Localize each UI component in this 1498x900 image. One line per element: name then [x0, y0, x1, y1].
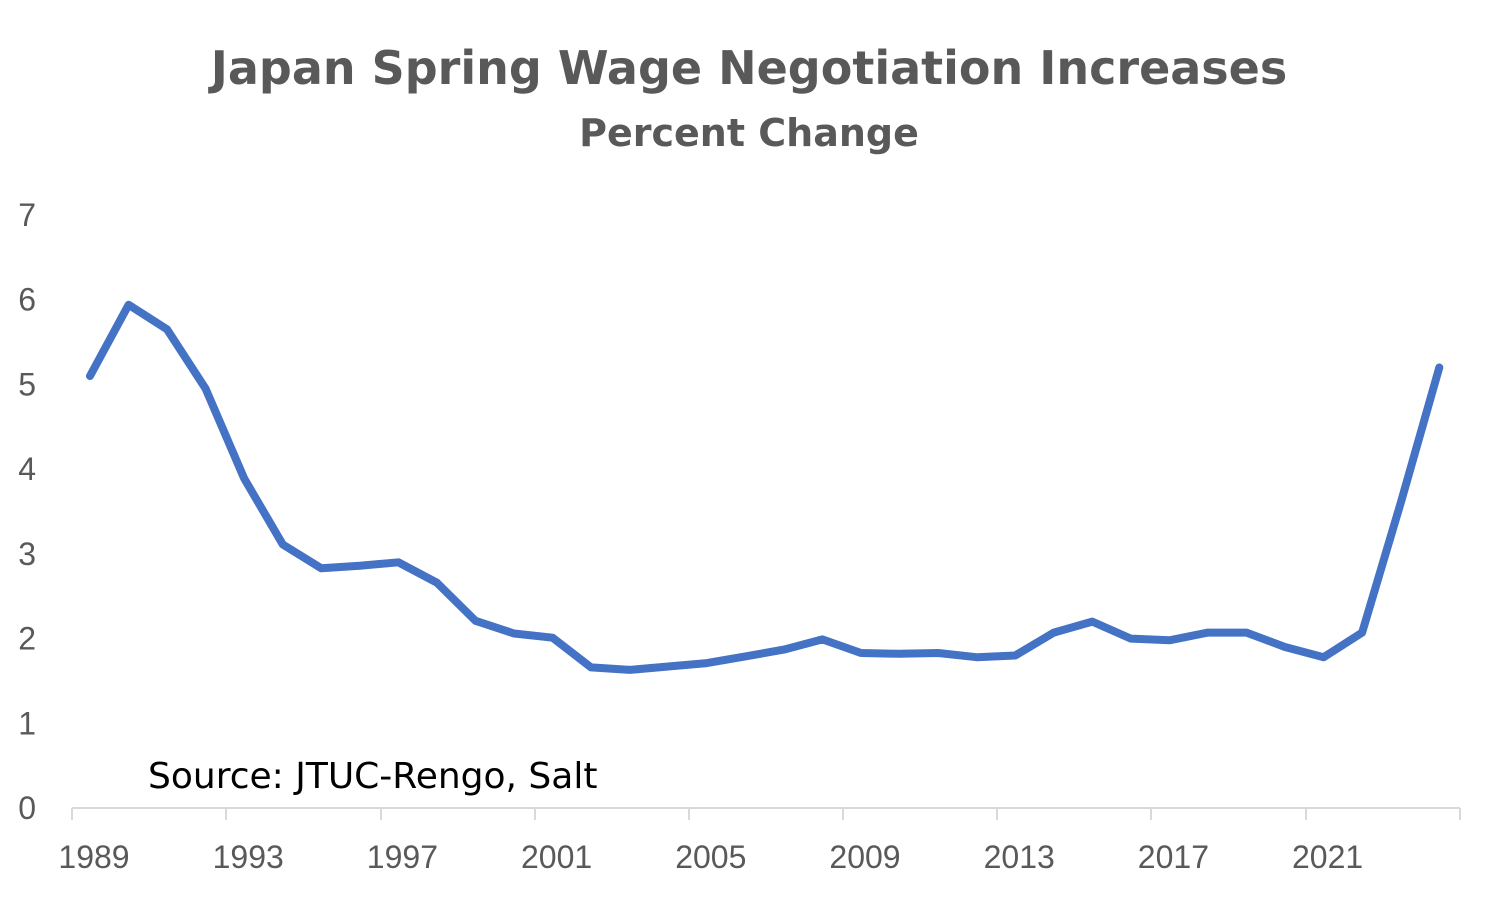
series-layer: [86, 300, 1444, 674]
x-tick-label: 2017: [1138, 839, 1209, 875]
y-tick-label: 0: [18, 790, 36, 826]
y-tick-label: 6: [18, 282, 36, 318]
x-tick-label: 2001: [521, 839, 592, 875]
y-tick-label: 2: [18, 621, 36, 657]
x-tick-label: 2013: [984, 839, 1055, 875]
source-note: Source: JTUC-Rengo, Salt: [148, 756, 597, 797]
y-tick-label: 5: [18, 366, 36, 402]
x-tick-label: 1997: [367, 839, 438, 875]
chart-subtitle: Percent Change: [579, 111, 919, 155]
series-line-0: [86, 300, 1444, 674]
y-tick-label: 3: [18, 536, 36, 572]
x-tick-label: 1993: [213, 839, 284, 875]
x-axis: 1989 1993 1997 2001 2005 2009 2013 2017 2021: [58, 807, 1461, 875]
x-tick-label: 2005: [675, 839, 746, 875]
y-tick-label: 1: [18, 705, 36, 741]
x-tick-label: 1989: [58, 839, 129, 875]
y-tick-label: 7: [18, 197, 36, 233]
y-tick-label: 4: [18, 451, 36, 487]
y-axis-ticks: 0 1 2 3 4 5 6 7: [18, 197, 36, 826]
chart-title: Japan Spring Wage Negotiation Increases: [208, 41, 1288, 95]
x-tick-label: 2021: [1292, 839, 1363, 875]
x-tick-label: 2009: [829, 839, 900, 875]
